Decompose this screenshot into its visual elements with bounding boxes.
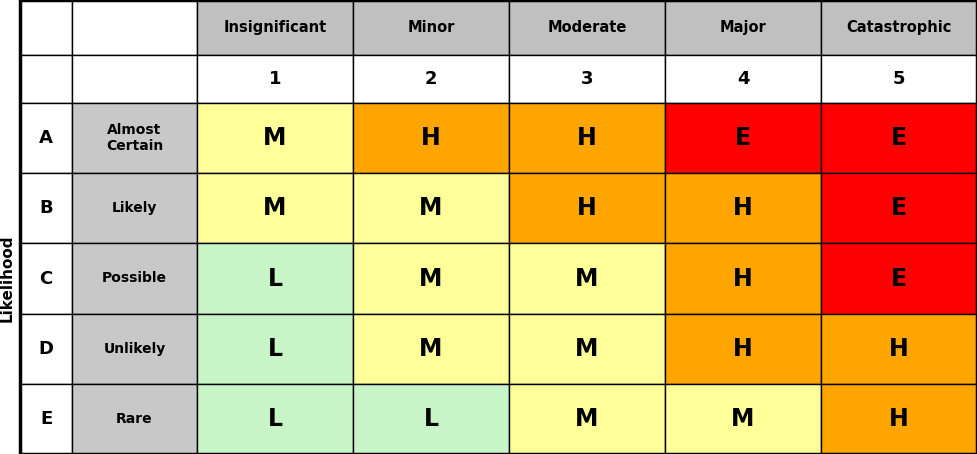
- Bar: [509, 0, 665, 55]
- Bar: [665, 55, 821, 103]
- Text: M: M: [419, 337, 443, 360]
- Text: D: D: [38, 340, 54, 358]
- Text: A: A: [39, 129, 53, 147]
- Bar: [197, 103, 353, 173]
- Bar: [20, 55, 72, 103]
- Text: L: L: [268, 337, 282, 360]
- Text: H: H: [577, 196, 597, 220]
- Text: H: H: [733, 266, 753, 291]
- Bar: [821, 243, 977, 314]
- Text: Insignificant: Insignificant: [224, 20, 326, 35]
- Bar: [665, 314, 821, 384]
- Bar: [353, 173, 509, 243]
- Bar: [20, 173, 72, 243]
- Bar: [509, 55, 665, 103]
- Text: M: M: [575, 337, 599, 360]
- Text: B: B: [39, 199, 53, 217]
- Bar: [20, 0, 72, 55]
- Bar: [72, 0, 197, 55]
- Bar: [821, 384, 977, 454]
- Bar: [353, 55, 509, 103]
- Bar: [72, 55, 197, 103]
- Text: H: H: [733, 196, 753, 220]
- Text: 2: 2: [425, 70, 438, 88]
- Text: E: E: [891, 266, 907, 291]
- Text: Likely: Likely: [111, 201, 157, 215]
- Bar: [821, 314, 977, 384]
- Bar: [72, 314, 197, 384]
- Text: M: M: [419, 266, 443, 291]
- Text: M: M: [732, 407, 754, 431]
- Bar: [665, 243, 821, 314]
- Bar: [72, 103, 197, 173]
- Bar: [509, 384, 665, 454]
- Bar: [197, 0, 353, 55]
- Text: M: M: [264, 126, 286, 150]
- Bar: [509, 173, 665, 243]
- Bar: [72, 384, 197, 454]
- Bar: [197, 243, 353, 314]
- Text: Possible: Possible: [102, 271, 167, 286]
- Text: Catastrophic: Catastrophic: [846, 20, 952, 35]
- Text: H: H: [421, 126, 441, 150]
- Text: 4: 4: [737, 70, 749, 88]
- Text: Unlikely: Unlikely: [104, 342, 166, 355]
- Text: 1: 1: [269, 70, 281, 88]
- Bar: [20, 314, 72, 384]
- Bar: [353, 243, 509, 314]
- Text: L: L: [423, 407, 439, 431]
- Text: C: C: [39, 270, 53, 287]
- Bar: [197, 314, 353, 384]
- Text: Almost
Certain: Almost Certain: [106, 123, 163, 153]
- Text: M: M: [264, 196, 286, 220]
- Bar: [509, 103, 665, 173]
- Text: Rare: Rare: [116, 412, 152, 426]
- Bar: [20, 103, 72, 173]
- Text: E: E: [40, 410, 52, 428]
- Text: Major: Major: [720, 20, 766, 35]
- Text: Moderate: Moderate: [547, 20, 626, 35]
- Text: H: H: [577, 126, 597, 150]
- Text: H: H: [733, 337, 753, 360]
- Bar: [665, 103, 821, 173]
- Bar: [353, 0, 509, 55]
- Text: Minor: Minor: [407, 20, 454, 35]
- Text: M: M: [575, 266, 599, 291]
- Bar: [72, 173, 197, 243]
- Bar: [665, 173, 821, 243]
- Text: E: E: [891, 196, 907, 220]
- Bar: [20, 243, 72, 314]
- Text: E: E: [735, 126, 751, 150]
- Bar: [665, 384, 821, 454]
- Bar: [353, 103, 509, 173]
- Text: M: M: [419, 196, 443, 220]
- Bar: [509, 243, 665, 314]
- Text: Likelihood: Likelihood: [0, 235, 15, 322]
- Text: H: H: [889, 337, 909, 360]
- Text: E: E: [891, 126, 907, 150]
- Bar: [509, 314, 665, 384]
- Text: M: M: [575, 407, 599, 431]
- Bar: [72, 243, 197, 314]
- Text: 3: 3: [580, 70, 593, 88]
- Text: H: H: [889, 407, 909, 431]
- Bar: [353, 384, 509, 454]
- Bar: [197, 384, 353, 454]
- Bar: [821, 55, 977, 103]
- Bar: [821, 0, 977, 55]
- Text: L: L: [268, 407, 282, 431]
- Text: L: L: [268, 266, 282, 291]
- Bar: [197, 173, 353, 243]
- Bar: [821, 173, 977, 243]
- Bar: [20, 384, 72, 454]
- Bar: [353, 314, 509, 384]
- Text: 5: 5: [893, 70, 906, 88]
- Bar: [665, 0, 821, 55]
- Bar: [197, 55, 353, 103]
- Bar: [821, 103, 977, 173]
